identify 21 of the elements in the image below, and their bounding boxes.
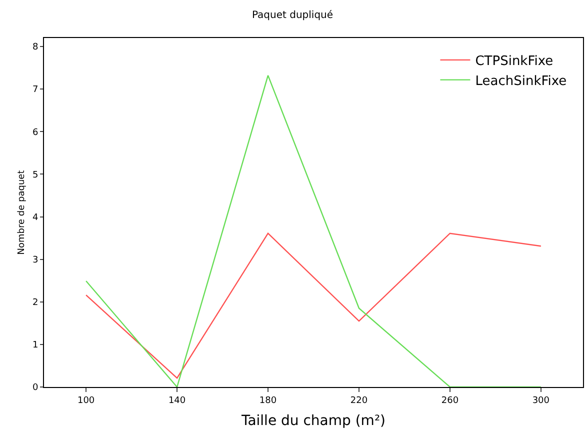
x-tick-label: 140 — [168, 396, 186, 406]
y-tick-label: 0 — [32, 383, 38, 394]
y-tick-label: 1 — [32, 340, 38, 351]
y-tick-label: 6 — [32, 128, 38, 138]
legend-label: CTPSinkFixe — [475, 54, 554, 69]
x-tick-label: 220 — [350, 396, 368, 406]
chart-title: Paquet dupliqué — [252, 10, 334, 21]
y-axis-title: Nombre de paquet — [16, 170, 27, 255]
y-tick-label: 5 — [32, 170, 38, 180]
x-axis-title: Taille du champ (m²) — [240, 413, 386, 430]
y-tick-label: 2 — [32, 298, 38, 308]
x-tick-label: 100 — [77, 396, 95, 406]
y-tick-label: 3 — [32, 255, 38, 266]
legend-label: LeachSinkFixe — [475, 74, 567, 89]
y-tick-label: 8 — [32, 42, 38, 53]
line-series — [85, 232, 542, 379]
y-tick-label: 7 — [32, 85, 38, 96]
y-tick-label: 4 — [32, 212, 38, 223]
x-tick-label: 180 — [259, 396, 277, 406]
x-tick-label: 300 — [532, 396, 550, 406]
x-tick-label: 260 — [441, 396, 459, 406]
